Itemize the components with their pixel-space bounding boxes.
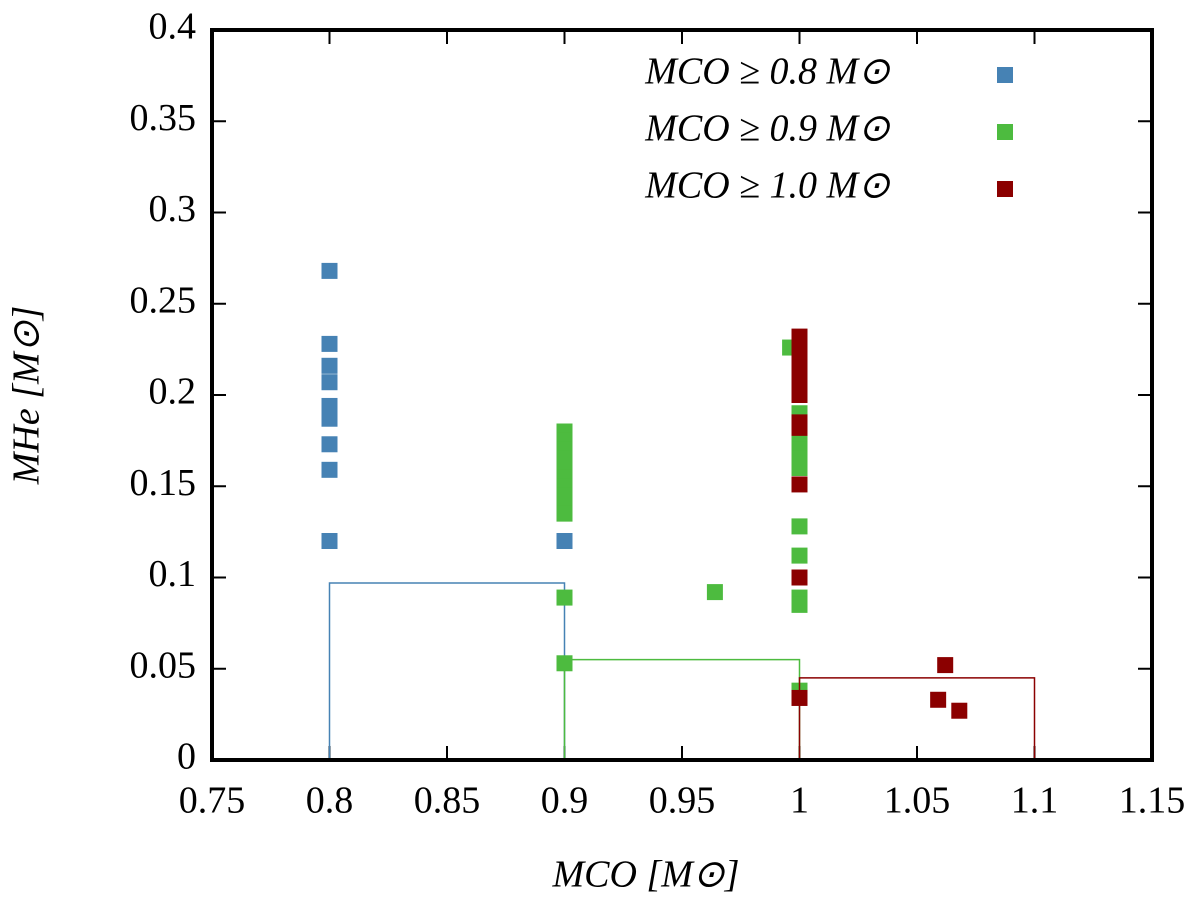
x-tick-label: 1 xyxy=(790,780,809,822)
point xyxy=(791,596,808,613)
point xyxy=(791,460,808,476)
point xyxy=(937,657,954,674)
y-tick-label: 0.15 xyxy=(130,462,197,504)
x-axis-label: MCO [M⊙] xyxy=(551,854,739,896)
x-tick-label: 0.85 xyxy=(414,780,481,822)
point xyxy=(556,589,573,606)
x-tick-label: 1.15 xyxy=(1119,780,1186,822)
outline xyxy=(798,677,1036,760)
point xyxy=(791,476,808,493)
point xyxy=(706,584,723,601)
point xyxy=(321,436,338,453)
point xyxy=(951,702,968,719)
y-tick-label: 0.2 xyxy=(149,371,197,413)
point xyxy=(321,374,338,391)
x-tick-label: 0.8 xyxy=(306,780,354,822)
y-tick-label: 0.35 xyxy=(130,97,197,139)
y-tick-label: 0.05 xyxy=(130,644,197,686)
x-tick-label: 0.9 xyxy=(541,780,589,822)
x-tick-label: 0.95 xyxy=(649,780,716,822)
y-axis-label: MHe [M⊙] xyxy=(6,306,48,486)
y-tick-label: 0.4 xyxy=(149,6,197,48)
point xyxy=(930,691,947,708)
point xyxy=(791,387,808,403)
point xyxy=(791,689,808,706)
point xyxy=(321,461,338,478)
point xyxy=(791,569,808,586)
legend-label: MCO ≥ 0.9 M⊙ xyxy=(644,108,891,150)
point xyxy=(556,655,573,672)
outline xyxy=(328,582,566,760)
legend-marker xyxy=(997,181,1013,197)
legend-marker xyxy=(997,67,1013,83)
legend-label: MCO ≥ 0.8 M⊙ xyxy=(644,51,891,93)
x-tick-label: 1.1 xyxy=(1011,780,1059,822)
point xyxy=(321,335,338,352)
point xyxy=(791,518,808,535)
outline xyxy=(563,658,801,760)
point xyxy=(321,357,338,374)
point xyxy=(321,410,338,427)
y-tick-label: 0.25 xyxy=(130,279,197,321)
point xyxy=(321,533,338,549)
x-tick-label: 1.05 xyxy=(884,780,951,822)
legend-marker xyxy=(997,124,1013,140)
plot-frame xyxy=(210,28,1154,762)
point xyxy=(556,505,573,522)
x-tick-label: 0.75 xyxy=(179,780,246,822)
point xyxy=(556,533,573,549)
y-tick-label: 0.3 xyxy=(149,188,197,230)
point xyxy=(321,262,338,279)
point xyxy=(791,419,808,436)
point xyxy=(791,346,808,363)
legend-label: MCO ≥ 1.0 M⊙ xyxy=(644,165,891,207)
y-tick-label: 0 xyxy=(177,736,196,778)
y-tick-label: 0.1 xyxy=(149,553,197,595)
point xyxy=(791,547,808,564)
